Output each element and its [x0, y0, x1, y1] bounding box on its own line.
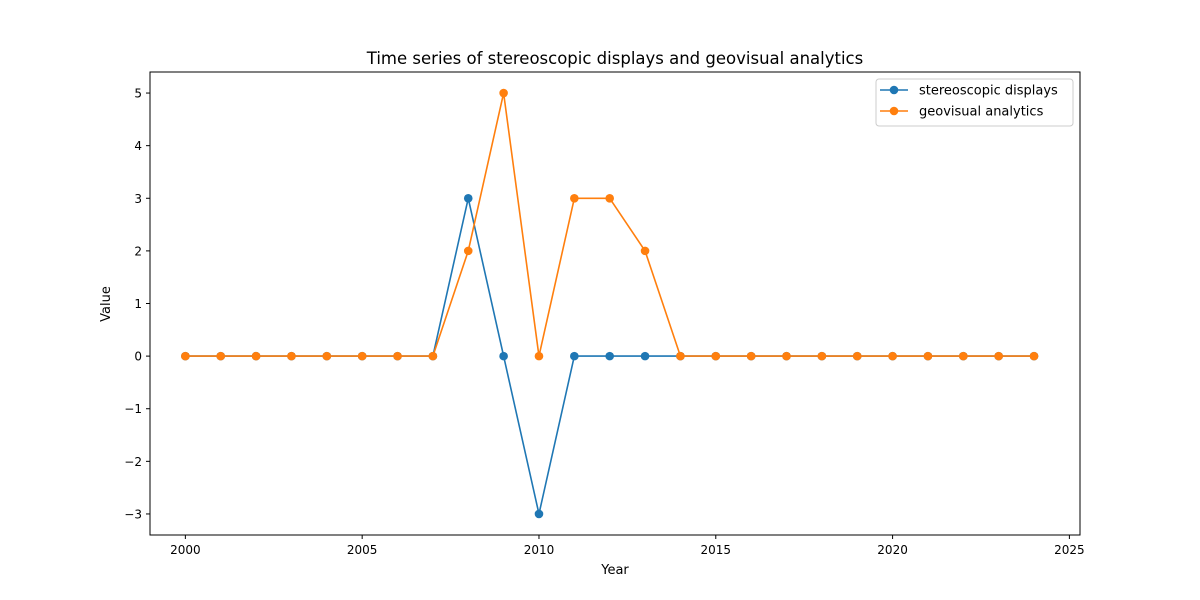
- legend-label-1: stereoscopic displays: [919, 84, 1058, 99]
- plot-frame: [149, 71, 1081, 536]
- plot-series: [181, 88, 1039, 519]
- x-tick-label: 2010: [524, 543, 555, 557]
- legend: stereoscopic displays geovisual analytics: [875, 78, 1074, 127]
- y-tick-label: 0: [134, 350, 142, 364]
- x-tick-label: 2015: [701, 543, 732, 557]
- series-2-point: [181, 351, 190, 361]
- series-1-point: [570, 351, 579, 361]
- axes-ticks: 2000 2005 2010 2015 2020 2025 −3 −2 −1 0 1 2 3 4 5: [124, 87, 1084, 557]
- y-axis-label: Value: [99, 286, 114, 322]
- series-2-point: [251, 351, 261, 361]
- y-tick-label: 1: [134, 297, 142, 311]
- series-2-point: [463, 246, 473, 256]
- y-tick-label: −2: [124, 455, 142, 469]
- legend-marker-2: [889, 106, 899, 116]
- series-2-point: [605, 193, 614, 203]
- x-tick-label: 2005: [347, 543, 378, 557]
- y-tick-label: −3: [124, 507, 142, 521]
- series-2-point: [782, 351, 791, 361]
- series-2-point: [534, 351, 544, 361]
- x-tick-label: 2000: [170, 543, 201, 557]
- y-tick-label: 3: [134, 192, 142, 206]
- series-1-point: [605, 351, 614, 361]
- series-2-point: [393, 351, 402, 361]
- series-2-point: [216, 351, 226, 361]
- chart-title: Time series of stereoscopic displays and…: [366, 49, 863, 68]
- series-2-point: [640, 246, 650, 256]
- y-tick-label: 5: [134, 87, 142, 101]
- series-2-point: [287, 351, 296, 361]
- series-1-point: [499, 351, 508, 361]
- series-2-point: [676, 351, 685, 361]
- series-2-point: [746, 351, 756, 361]
- x-tick-label: 2025: [1054, 543, 1085, 557]
- x-tick-label: 2020: [877, 543, 908, 557]
- series-2-point: [711, 351, 721, 361]
- legend-box: [875, 78, 1074, 127]
- y-tick-label: 2: [134, 244, 142, 258]
- series-2-point: [322, 351, 332, 361]
- legend-marker-1: [889, 85, 899, 95]
- series-2-point: [994, 351, 1003, 361]
- series-2-point: [570, 193, 579, 203]
- y-tick-label: −1: [124, 402, 142, 416]
- series-2-point: [1029, 351, 1039, 361]
- y-tick-label: 4: [134, 139, 142, 153]
- series-2-point: [888, 351, 897, 361]
- series-2-point: [357, 351, 367, 361]
- series-2-point: [959, 351, 968, 361]
- series-2-point: [428, 351, 438, 361]
- series-1-point: [463, 193, 473, 203]
- x-axis-label: Year: [600, 563, 629, 578]
- series-2-point: [923, 351, 933, 361]
- series-2-point: [852, 351, 862, 361]
- series-2-point: [499, 88, 508, 98]
- legend-label-2: geovisual analytics: [919, 105, 1044, 120]
- series-1-point: [534, 509, 544, 519]
- series-2-point: [817, 351, 827, 361]
- series-1-point: [640, 351, 650, 361]
